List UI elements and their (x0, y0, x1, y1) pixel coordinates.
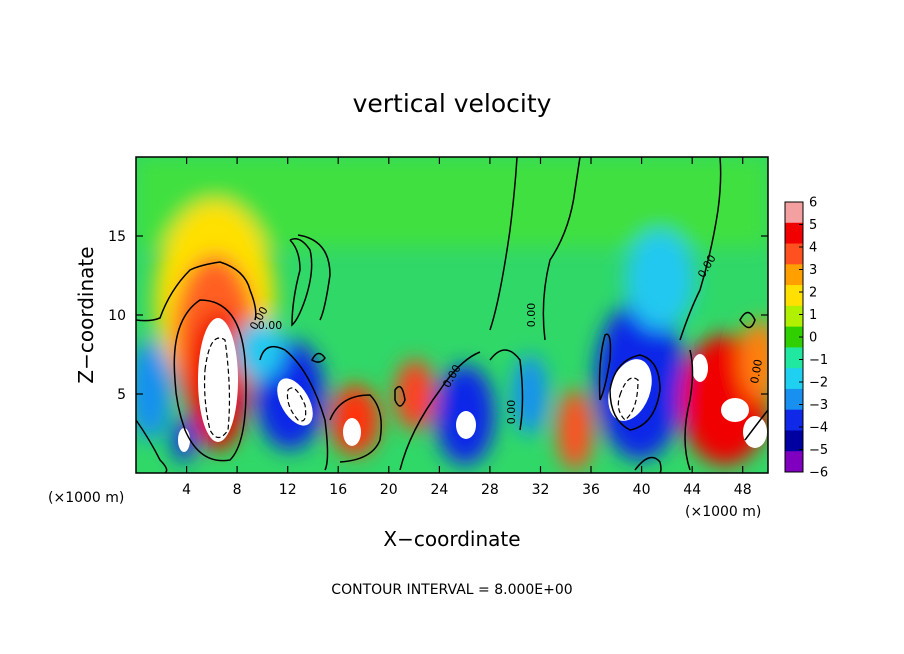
colorbar-tick-label-1: 5 (809, 218, 817, 233)
dashed-12km (286, 387, 307, 422)
colorbar-swatch-5 (785, 305, 803, 328)
updraft-core-5km (198, 318, 238, 442)
x-tick-label-4: 4 (182, 482, 191, 498)
colorbar-swatch-12 (785, 451, 803, 473)
colorbar-swatch-1 (785, 222, 803, 245)
x-tick-label-44: 44 (683, 482, 701, 498)
colorbar-tick-label-9: −3 (809, 398, 828, 413)
contour-label-2: 0.00 (505, 400, 518, 425)
x-tick-label-12: 12 (279, 482, 297, 498)
downdraft-core-39km (608, 359, 652, 421)
contour-48km (739, 311, 756, 329)
contour-20km (394, 385, 406, 407)
contour-top-32b (542, 157, 581, 341)
contour-label-6: 0.00 (258, 319, 283, 332)
downdraft-left-edge (136, 340, 172, 440)
downdraft-core-26km (456, 411, 476, 439)
contour-28km (489, 349, 524, 431)
contour-44km (679, 157, 722, 341)
y-axis-label: Z−coordinate (74, 246, 98, 383)
colorbar-swatch-10 (785, 409, 803, 431)
colorbar-tick-label-4: 2 (809, 286, 817, 301)
contour-label-3: 0.00 (525, 303, 538, 328)
contour-plume-upper-2 (297, 234, 331, 321)
colorbar: 6 5 4 3 2 1 0 −1 −2 −3 −4 −5 −6 (784, 196, 828, 481)
colorbar-tick-label-11: −5 (809, 443, 828, 458)
x-tick-label-16: 16 (329, 482, 347, 498)
downdraft-core-12km (277, 378, 313, 426)
contour-36km (598, 333, 612, 401)
x-tick-label-36: 36 (582, 482, 600, 498)
y-tick-label-15: 15 (108, 229, 126, 245)
updraft-core-2km (178, 428, 190, 452)
colorbar-swatch-8 (785, 368, 803, 390)
contour-top-32 (489, 157, 518, 331)
colorbar-tick-label-7: −1 (809, 353, 828, 368)
x-tick-label-28: 28 (481, 482, 499, 498)
contour-interval-footer: CONTOUR INTERVAL = 8.000E+00 (331, 582, 572, 598)
x-tick-label-40: 40 (633, 482, 651, 498)
contour-39km (609, 354, 661, 431)
x-axis-label: X−coordinate (383, 527, 520, 551)
x-tick-label-20: 20 (380, 482, 398, 498)
colorbar-tick-label-6: 0 (809, 331, 817, 346)
updraft-core-48km (721, 398, 749, 422)
updraft-core-17km (343, 418, 361, 446)
contour-small-1 (311, 352, 326, 363)
downdraft-12km-cyan (235, 320, 285, 380)
dashed-contours (203, 337, 639, 439)
colorbar-tick-label-3: 3 (809, 263, 817, 278)
colorbar-swatch-9 (785, 388, 803, 411)
colorbar-swatch-4 (785, 285, 803, 307)
x-tick-label-32: 32 (532, 482, 550, 498)
z-unit-label: (×1000 m) (48, 490, 124, 506)
velocity-field (136, 157, 768, 473)
chart-title: vertical velocity (353, 89, 552, 118)
colorbar-swatch-2 (785, 243, 803, 265)
updraft-34km (557, 390, 593, 470)
colorbar-tick-label-12: −6 (809, 466, 828, 481)
x-unit-label: (×1000 m) (685, 504, 761, 520)
y-tick-label-5: 5 (117, 387, 126, 403)
contour-12km (259, 345, 329, 471)
x-tick-label-48: 48 (734, 482, 752, 498)
colorbar-tick-label-10: −4 (809, 421, 828, 436)
colorbar-tick-label-8: −2 (809, 376, 828, 391)
contour-lines (136, 157, 768, 473)
x-axis-ticks (186, 157, 744, 473)
colorbar-swatch-11 (785, 430, 803, 452)
colorbar-swatch-7 (785, 347, 803, 369)
x-tick-label-8: 8 (233, 482, 242, 498)
contour-44km-b (684, 349, 694, 471)
colorbar-swatch-3 (785, 264, 803, 286)
y-axis-ticks (136, 235, 768, 395)
contour-48km-b (744, 409, 768, 441)
updraft-core-46km (692, 354, 708, 382)
colorbar-tick-label-2: 4 (809, 241, 817, 256)
colorbar-swatch-6 (785, 326, 803, 348)
colorbar-tick-label-5: 1 (809, 308, 817, 323)
updraft-core-49km (743, 416, 767, 448)
updraft-47km-edge (740, 320, 768, 400)
dashed-5km (203, 337, 231, 439)
colorbar-tick-label-0: 6 (809, 196, 817, 211)
downdraft-39km-upper (625, 230, 695, 330)
contour-42km (634, 456, 662, 473)
contour-label-5: 0.00 (748, 358, 765, 384)
updraft-22km (395, 360, 435, 430)
contour-left (136, 261, 257, 322)
x-tick-label-24: 24 (430, 482, 448, 498)
dashed-39km (617, 377, 639, 421)
contour-plume-upper (289, 238, 313, 327)
contour-16km (329, 394, 382, 463)
contour-left-lower (136, 419, 168, 473)
y-tick-label-10: 10 (108, 308, 126, 324)
contour-column-outer (173, 299, 247, 462)
contour-24km (399, 351, 481, 471)
colorbar-swatch-0 (785, 202, 803, 224)
